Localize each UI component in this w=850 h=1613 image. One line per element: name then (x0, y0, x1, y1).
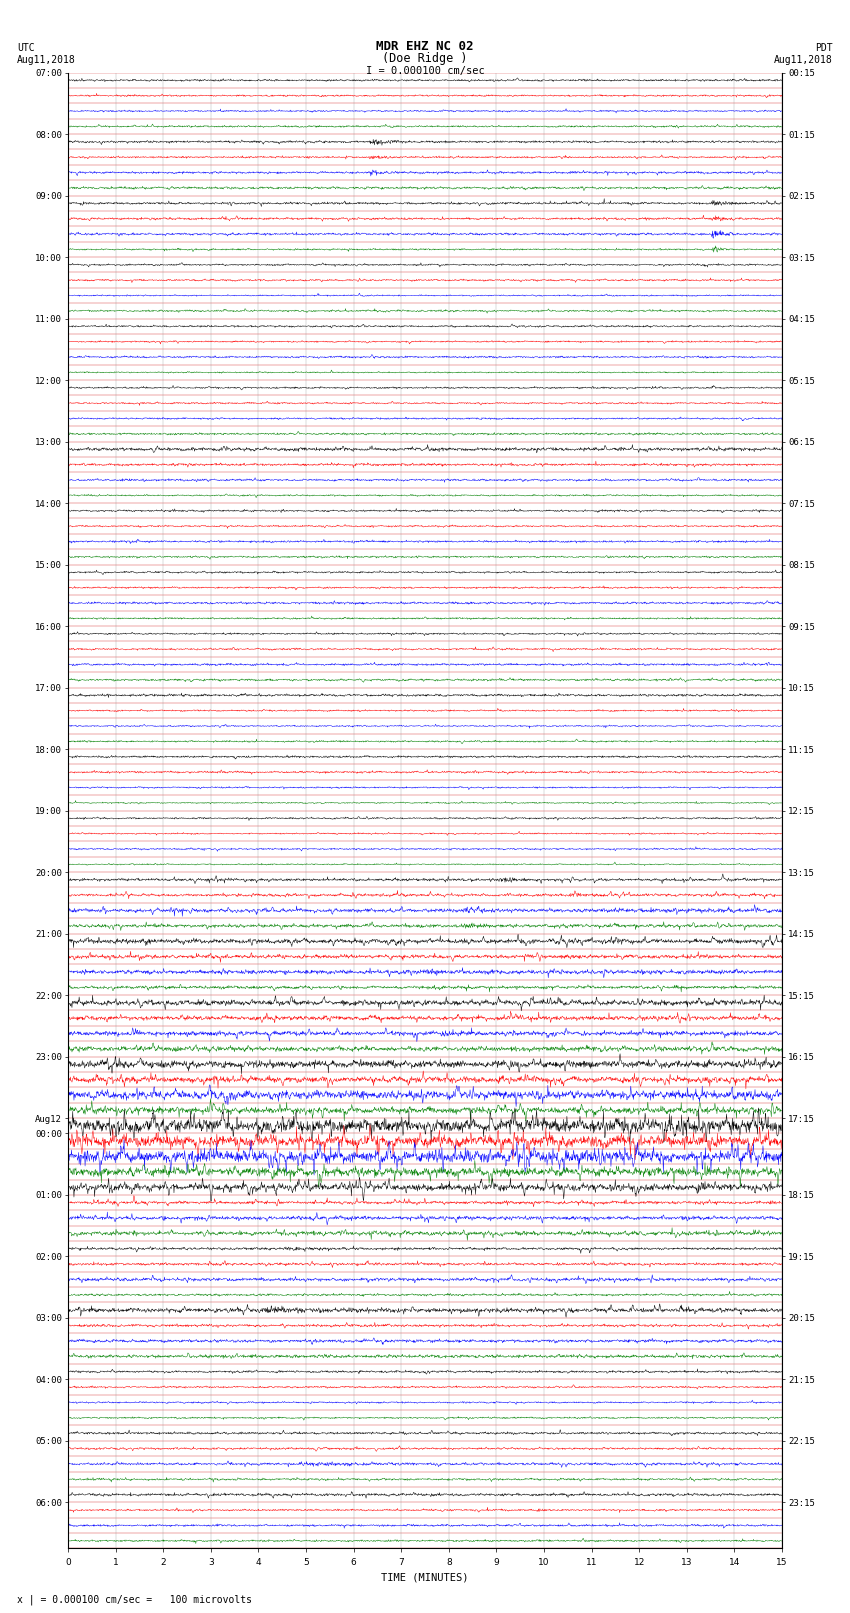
Text: PDT: PDT (815, 44, 833, 53)
Text: x | = 0.000100 cm/sec =   100 microvolts: x | = 0.000100 cm/sec = 100 microvolts (17, 1594, 252, 1605)
X-axis label: TIME (MINUTES): TIME (MINUTES) (382, 1573, 468, 1582)
Text: MDR EHZ NC 02: MDR EHZ NC 02 (377, 40, 473, 53)
Text: UTC: UTC (17, 44, 35, 53)
Text: Aug11,2018: Aug11,2018 (774, 55, 833, 65)
Text: I = 0.000100 cm/sec: I = 0.000100 cm/sec (366, 66, 484, 76)
Text: (Doe Ridge ): (Doe Ridge ) (382, 52, 468, 65)
Text: Aug11,2018: Aug11,2018 (17, 55, 76, 65)
